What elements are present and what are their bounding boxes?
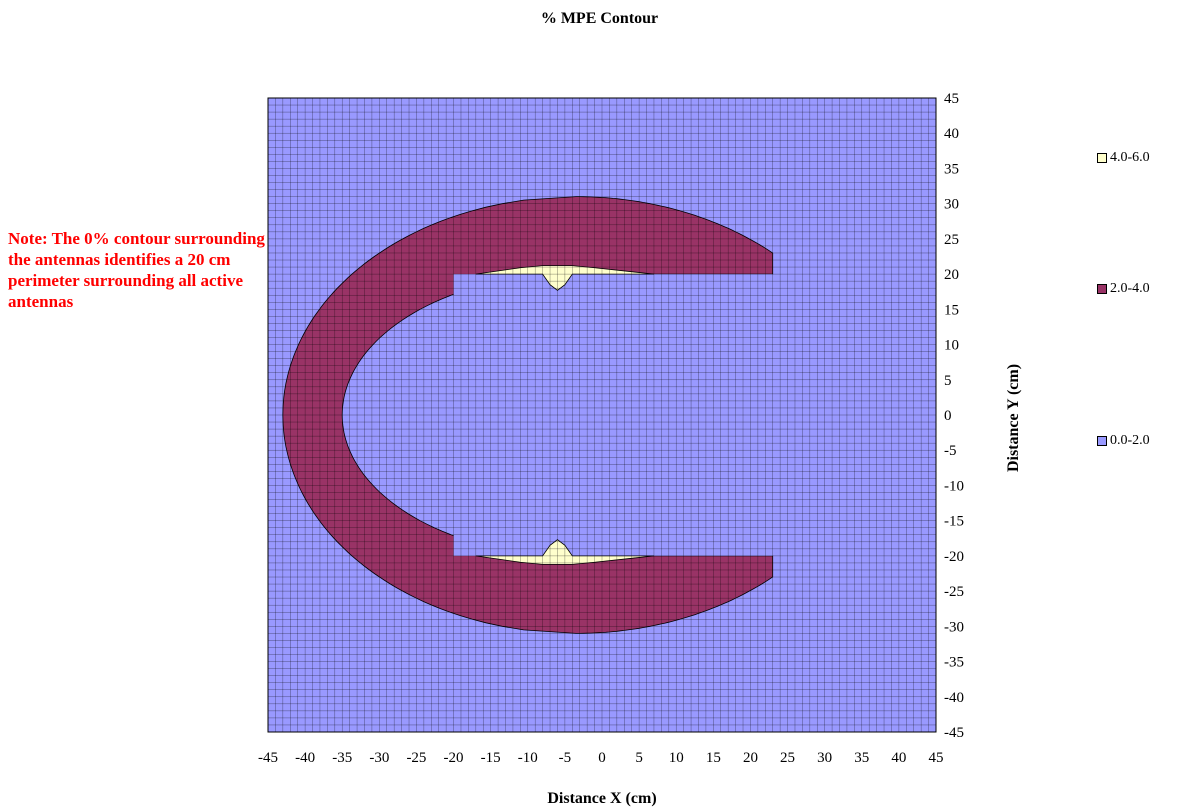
x-tick-label: 20 [743,750,758,766]
y-tick-label: 15 [944,302,959,318]
legend-label-0-2: 0.0-2.0 [1110,433,1150,448]
y-tick-label: 10 [944,338,959,354]
y-tick-label: -25 [944,584,964,600]
x-tick-label: -25 [406,750,426,766]
x-tick-label: 45 [929,750,944,766]
x-tick-label: -15 [481,750,501,766]
legend-label-2-4: 2.0-4.0 [1110,281,1150,296]
y-tick-label: -20 [944,549,964,565]
x-tick-label: -10 [518,750,538,766]
legend-item-4-6: 4.0-6.0 [1097,150,1150,166]
legend-swatch-2-4 [1097,284,1107,294]
y-tick-label: 25 [944,232,959,248]
x-tick-label: 0 [598,750,606,766]
y-tick-label: 40 [944,126,959,142]
y-tick-label: 35 [944,161,959,177]
x-tick-label: -40 [295,750,315,766]
grid-lines [267,97,937,733]
y-tick-label: 0 [944,408,952,424]
x-tick-label: 40 [891,750,906,766]
chart-title: % MPE Contour [540,10,659,27]
legend-swatch-4-6 [1097,153,1107,163]
y-tick-label: -10 [944,478,964,494]
y-tick-label: -35 [944,655,964,671]
y-tick-label: -5 [944,443,957,459]
x-axis-label: Distance X (cm) [547,790,657,807]
legend-item-2-4: 2.0-4.0 [1097,281,1150,297]
x-tick-label: -45 [258,750,278,766]
y-tick-label: 5 [944,373,952,389]
legend-swatch-0-2 [1097,436,1107,446]
x-tick-label: -30 [369,750,389,766]
y-tick-label: 30 [944,197,959,213]
y-tick-label: -40 [944,690,964,706]
x-tick-label: 30 [817,750,832,766]
x-tick-label: 35 [854,750,869,766]
y-tick-label: -15 [944,514,964,530]
x-tick-label: 5 [635,750,643,766]
y-tick-label: -30 [944,619,964,635]
x-tick-label: 10 [669,750,684,766]
x-tick-label: 15 [706,750,721,766]
x-tick-label: -20 [444,750,464,766]
contour-note: Note: The 0% contour surrounding the ant… [8,229,265,311]
y-axis-label: Distance Y (cm) [1005,363,1022,473]
plot-frame [267,97,937,733]
y-tick-label: 20 [944,267,959,283]
legend-item-0-2: 0.0-2.0 [1097,433,1150,449]
legend-label-4-6: 4.0-6.0 [1110,150,1150,165]
y-tick-label: 45 [944,91,959,107]
y-tick-label: -45 [944,725,964,741]
x-tick-label: -35 [332,750,352,766]
x-tick-label: -5 [559,750,572,766]
x-tick-label: 25 [780,750,795,766]
